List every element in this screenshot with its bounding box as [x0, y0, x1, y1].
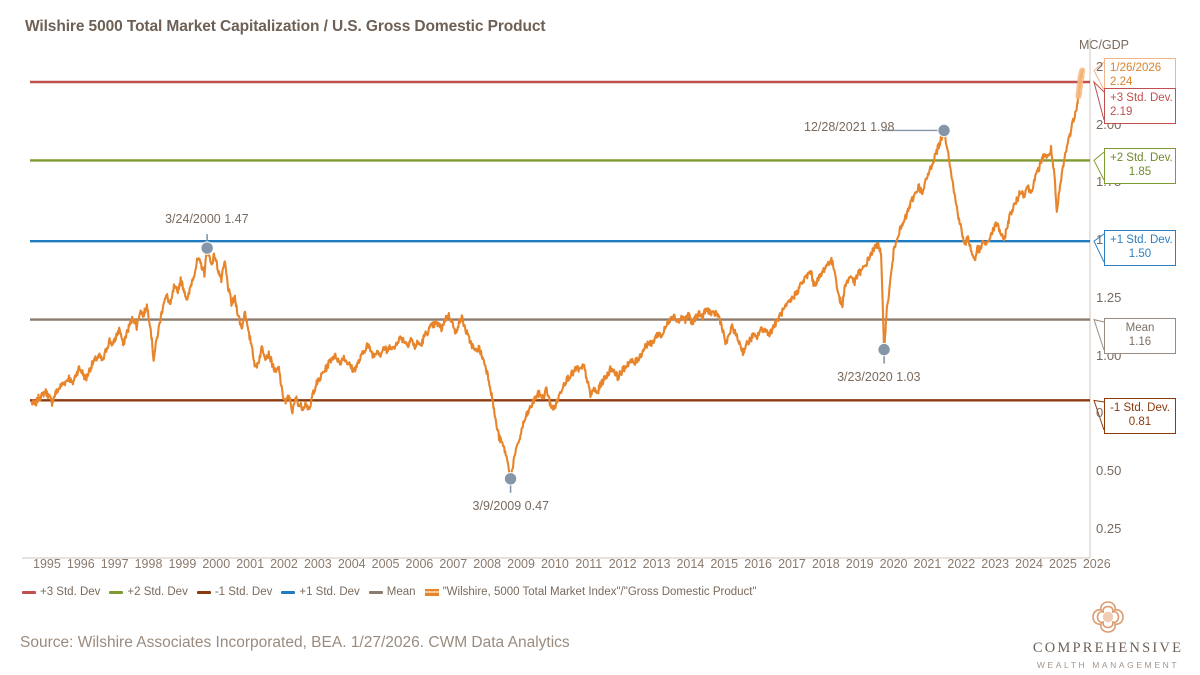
annotation-2009-trough: 3/9/2009 0.47 — [472, 498, 550, 513]
x-tick-2013: 2013 — [642, 557, 671, 571]
legend-item-1: +2 Std. Dev — [109, 586, 188, 598]
legend-item-5: "Wilshire, 5000 Total Market Index"/"Gro… — [424, 586, 757, 598]
legend-label-0: +3 Std. Dev — [40, 586, 101, 598]
x-tick-1999: 1999 — [168, 557, 197, 571]
x-tick-2026: 2026 — [1082, 557, 1111, 571]
callout-plus2-std-dev: +2 Std. Dev. 1.85 — [1104, 148, 1176, 185]
callout-minus1-std-dev: -1 Std. Dev. 0.81 — [1104, 398, 1176, 435]
x-tick-2012: 2012 — [608, 557, 637, 571]
x-tick-2008: 2008 — [473, 557, 502, 571]
legend-swatch-2 — [196, 590, 211, 594]
legend-item-3: +1 Std. Dev — [281, 586, 360, 598]
x-tick-2002: 2002 — [270, 557, 298, 571]
chart-legend: +3 Std. Dev +2 Std. Dev -1 Std. Dev +1 Std.… — [22, 586, 757, 598]
y-tick-0-50: 0.50 — [1096, 462, 1122, 478]
x-tick-2017: 2017 — [778, 557, 806, 571]
page-title: Wilshire 5000 Total Market Capitalizatio… — [25, 18, 546, 35]
x-tick-1998: 1998 — [134, 557, 163, 571]
x-tick-2022: 2022 — [947, 557, 976, 571]
x-tick-2010: 2010 — [541, 557, 569, 571]
legend-item-0: +3 Std. Dev — [22, 586, 100, 598]
legend-label-1: +2 Std. Dev — [127, 586, 188, 598]
x-tick-2016: 2016 — [744, 557, 773, 571]
source-note: Source: Wilshire Associates Incorporated… — [20, 634, 570, 651]
x-tick-2007: 2007 — [439, 557, 468, 571]
x-tick-2001: 2001 — [236, 557, 265, 571]
legend-item-4: Mean — [368, 586, 416, 598]
callout-plus3-std-dev: +3 Std. Dev. 2.19 — [1104, 88, 1176, 125]
legend-swatch-5 — [424, 588, 439, 596]
x-tick-2015: 2015 — [710, 557, 739, 571]
logo-name: COMPREHENSIVE — [1032, 640, 1184, 656]
x-tick-2021: 2021 — [913, 557, 942, 571]
legend-label-4: Mean — [386, 586, 416, 598]
annotation-2000-peak: 3/24/2000 1.47 — [165, 212, 249, 227]
x-tick-2019: 2019 — [845, 557, 874, 571]
callout-mean: Mean 1.16 — [1104, 318, 1176, 355]
x-tick-2006: 2006 — [405, 557, 434, 571]
legend-swatch-0 — [22, 590, 36, 594]
x-tick-2005: 2005 — [371, 557, 400, 571]
x-tick-2003: 2003 — [303, 557, 332, 571]
x-tick-1996: 1996 — [66, 557, 95, 571]
x-tick-2011: 2011 — [575, 557, 603, 571]
logo-tagline: WEALTH MANAGEMENT — [1036, 660, 1180, 670]
x-tick-2004: 2004 — [337, 557, 366, 571]
x-tick-2009: 2009 — [507, 557, 535, 571]
x-tick-2025: 2025 — [1049, 557, 1077, 571]
x-tick-2000: 2000 — [202, 557, 231, 571]
y-tick-1-25: 1.25 — [1096, 289, 1122, 305]
annotation-2021-peak: 12/28/2021 1.98 — [804, 120, 895, 135]
annotation-2020-trough: 3/23/2020 1.03 — [837, 369, 921, 384]
x-tick-2023: 2023 — [981, 557, 1010, 571]
legend-label-3: +1 Std. Dev — [299, 586, 360, 598]
legend-swatch-1 — [109, 590, 124, 594]
quatrefoil-logo-icon — [1092, 601, 1124, 633]
company-logo: COMPREHENSIVE WEALTH MANAGEMENT — [1028, 598, 1188, 670]
x-tick-2024: 2024 — [1015, 557, 1043, 571]
x-tick-2014: 2014 — [676, 557, 705, 571]
x-tick-1995: 1995 — [33, 557, 61, 571]
y-axis-title: MC/GDP — [1079, 38, 1129, 52]
y-tick-0-25: 0.25 — [1096, 520, 1122, 536]
legend-label-2: -1 Std. Dev — [214, 586, 273, 598]
x-tick-2020: 2020 — [879, 557, 908, 571]
legend-label-5: "Wilshire, 5000 Total Market Index"/"Gro… — [442, 586, 757, 598]
x-tick-2018: 2018 — [811, 557, 840, 571]
x-tick-1997: 1997 — [100, 557, 129, 571]
legend-item-2: -1 Std. Dev — [196, 586, 273, 598]
legend-swatch-3 — [281, 590, 296, 594]
legend-swatch-4 — [368, 590, 383, 594]
callout-plus1-std-dev: +1 Std. Dev. 1.50 — [1104, 230, 1176, 267]
